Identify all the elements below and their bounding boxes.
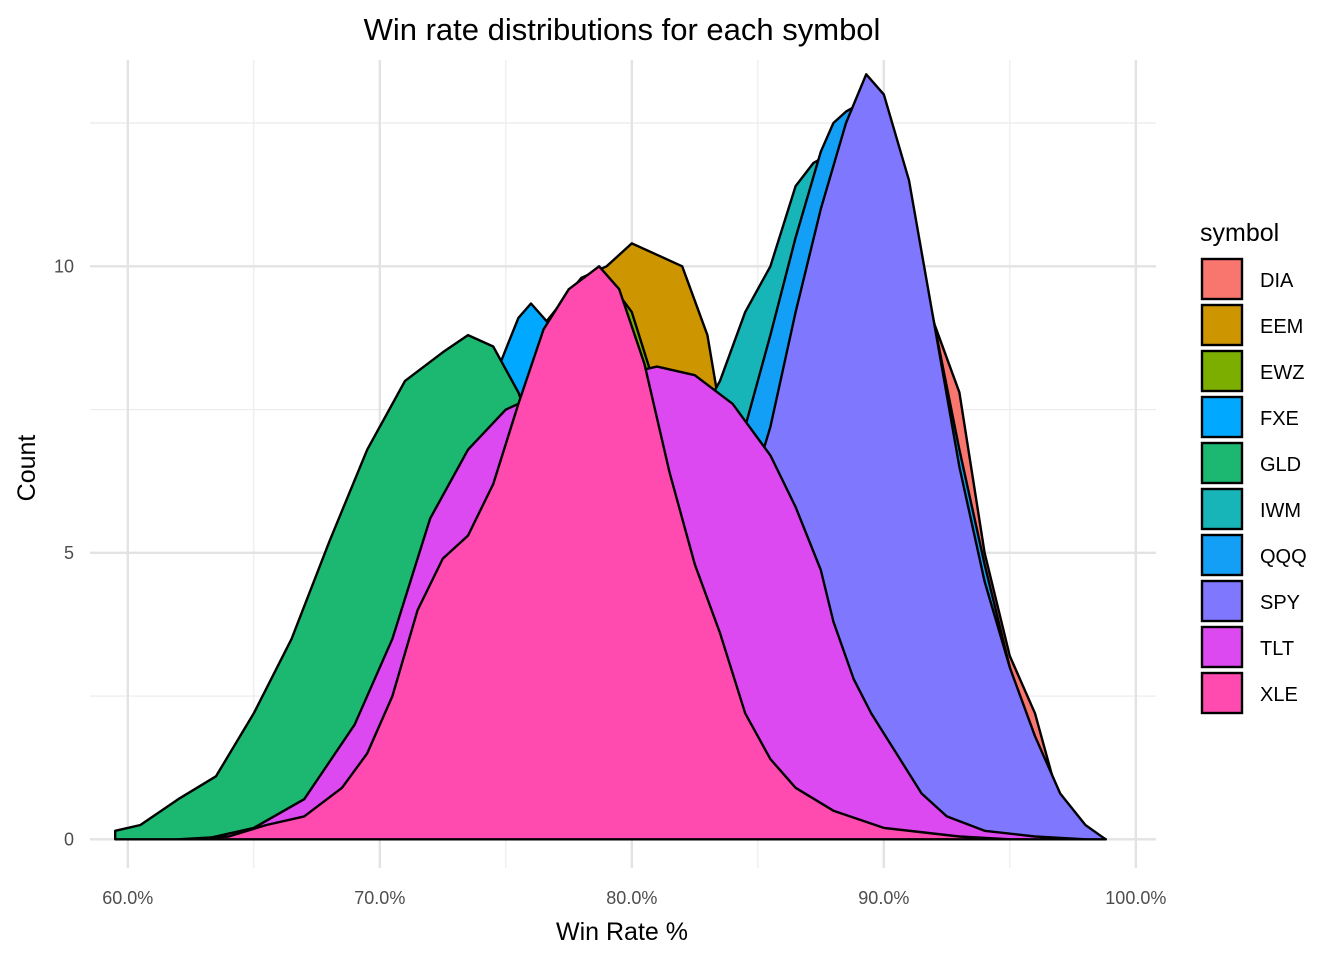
legend-label-eem: EEM [1260, 316, 1303, 338]
legend-label-qqq: QQQ [1260, 546, 1307, 568]
legend: symbol DIA EEM EWZ FXE GLD IWM QQQ SPY TLT XLE [1200, 219, 1307, 715]
y-tick-label: 5 [64, 543, 74, 563]
legend-label-ewz: EWZ [1260, 362, 1304, 384]
x-axis-ticks: 60.0% 70.0% 80.0% 90.0% 100.0% [102, 888, 1166, 908]
legend-label-gld: GLD [1260, 454, 1301, 476]
legend-key-fxe [1200, 395, 1244, 439]
legend-label-tlt: TLT [1260, 638, 1294, 660]
legend-label-xle: XLE [1260, 684, 1298, 706]
x-tick-label: 80.0% [606, 888, 657, 908]
y-axis-ticks: 0 5 10 [54, 256, 74, 849]
density-areas [114, 73, 1107, 841]
legend-key-xle [1200, 671, 1244, 715]
legend-key-dia [1200, 257, 1244, 301]
legend-label-dia: DIA [1260, 270, 1294, 292]
legend-key-tlt [1200, 625, 1244, 669]
y-axis-title: Count [13, 435, 41, 502]
x-tick-label: 60.0% [102, 888, 153, 908]
density-area-xle [177, 265, 1011, 841]
x-tick-label: 100.0% [1105, 888, 1166, 908]
legend-key-eem [1200, 303, 1244, 347]
legend-key-ewz [1200, 349, 1244, 393]
legend-key-gld [1200, 441, 1244, 485]
legend-key-qqq [1200, 533, 1244, 577]
legend-label-spy: SPY [1260, 592, 1300, 614]
legend-label-iwm: IWM [1260, 500, 1301, 522]
y-tick-label: 10 [54, 256, 74, 276]
x-tick-label: 70.0% [354, 888, 405, 908]
legend-label-fxe: FXE [1260, 408, 1299, 430]
chart-title: Win rate distributions for each symbol [364, 12, 881, 47]
x-tick-label: 90.0% [858, 888, 909, 908]
legend-key-iwm [1200, 487, 1244, 531]
y-tick-label: 0 [64, 829, 74, 849]
x-axis-title: Win Rate % [556, 918, 688, 946]
legend-key-spy [1200, 579, 1244, 623]
legend-title: symbol [1200, 219, 1279, 247]
